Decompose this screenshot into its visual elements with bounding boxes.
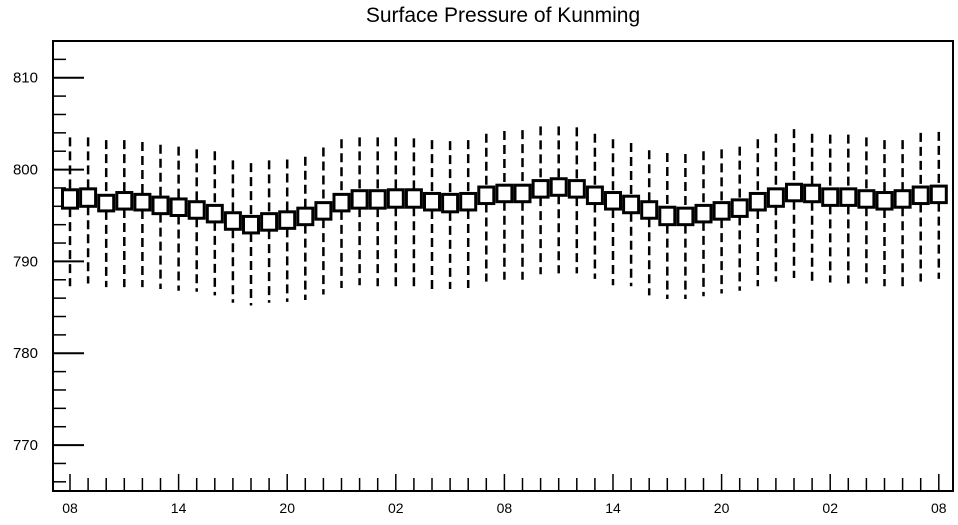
- box-mark: [242, 214, 260, 235]
- box-mark: [61, 188, 79, 210]
- x-tick-label: 08: [931, 500, 947, 516]
- box-mark: [676, 206, 695, 227]
- box-mark: [585, 185, 604, 206]
- x-tick-label: 02: [388, 500, 404, 516]
- box-mark: [531, 179, 550, 199]
- box-mark: [730, 198, 749, 218]
- x-tick-label: 08: [62, 500, 78, 516]
- box-mark: [875, 191, 894, 211]
- y-tick-label: 790: [13, 253, 38, 270]
- box-mark: [151, 195, 170, 216]
- y-tick-label: 780: [13, 345, 38, 362]
- box-mark: [296, 206, 315, 227]
- box-mark: [604, 191, 622, 211]
- box-mark: [622, 194, 641, 215]
- box-mark: [205, 203, 224, 224]
- box-mark: [423, 191, 441, 212]
- box-mark: [567, 179, 586, 199]
- box-mark: [260, 212, 279, 232]
- box-mark: [748, 191, 767, 212]
- box-mark: [694, 203, 713, 224]
- box-mark: [350, 189, 369, 210]
- box-mark: [549, 177, 568, 197]
- box-mark: [712, 201, 731, 221]
- box-mark: [857, 189, 876, 209]
- x-tick-label: 08: [497, 500, 513, 516]
- box-mark: [368, 189, 387, 210]
- plot-frame: [52, 40, 954, 492]
- x-tick-label: 20: [279, 500, 295, 516]
- box-mark: [803, 183, 822, 204]
- y-tick-label: 770: [13, 437, 38, 454]
- box-mark: [187, 200, 206, 220]
- box-mark: [97, 193, 116, 213]
- box-mark: [115, 191, 134, 211]
- box-mark: [332, 192, 351, 213]
- box-mark: [169, 197, 188, 217]
- y-tick-label: 810: [13, 70, 38, 87]
- box-mark: [441, 192, 460, 214]
- x-tick-label: 14: [171, 500, 187, 516]
- box-mark: [79, 187, 98, 208]
- box-mark: [893, 189, 912, 209]
- box-mark: [278, 210, 297, 230]
- box-mark: [766, 187, 785, 208]
- box-mark: [404, 188, 423, 209]
- box-mark: [223, 211, 242, 231]
- box-mark: [495, 183, 514, 204]
- box-mark: [386, 188, 405, 209]
- x-tick-label: 02: [822, 500, 838, 516]
- box-mark: [911, 185, 930, 206]
- box-mark: [314, 201, 333, 221]
- x-tick-label: 20: [714, 500, 730, 516]
- x-tick-label: 14: [605, 500, 621, 516]
- box-mark: [839, 187, 858, 207]
- plot-area: 770 780 790 800 810 08 14 20 02 08 14 20 02 08: [13, 40, 954, 516]
- box-mark: [821, 187, 840, 207]
- box-mark: [658, 205, 677, 227]
- box-mark: [459, 191, 478, 212]
- box-mark: [640, 200, 659, 220]
- box-mark: [513, 183, 532, 204]
- y-tick-label: 800: [13, 162, 38, 179]
- box-mark: [133, 192, 152, 212]
- box-mark: [477, 185, 496, 206]
- box-mark: [785, 182, 803, 203]
- chart-title: Surface Pressure of Kunming: [366, 4, 640, 27]
- box-mark: [929, 184, 948, 205]
